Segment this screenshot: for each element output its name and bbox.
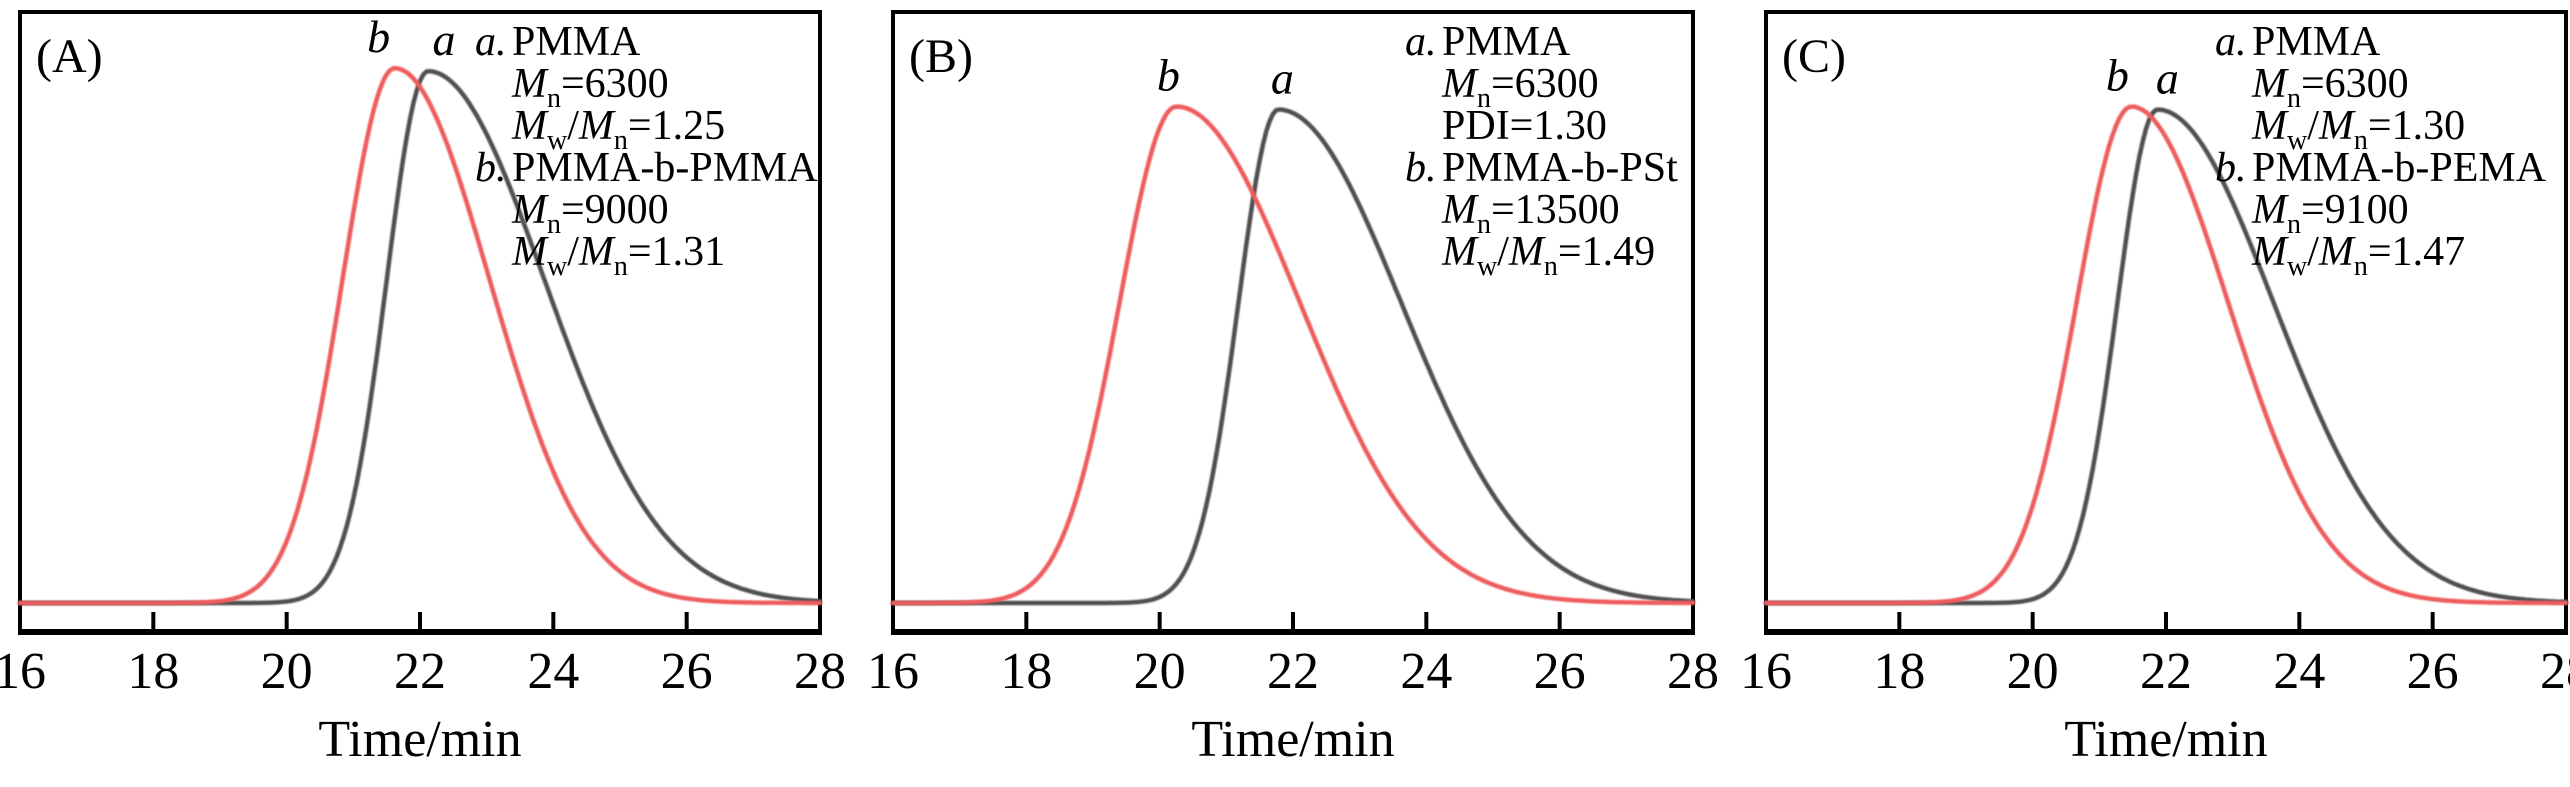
x-tick-label: 28 <box>794 643 846 700</box>
curve-a-pmma <box>890 107 1696 606</box>
x-axis-title: Time/min <box>2064 711 2267 768</box>
x-tick-label: 18 <box>1000 643 1052 700</box>
legend-marker-b: b. <box>475 145 507 191</box>
legend-marker-a: a. <box>2215 19 2247 65</box>
curve-b-pmma-b-pmma <box>17 66 823 606</box>
legend-marker-a: a. <box>475 19 507 65</box>
legend-name-0: PMMA <box>512 19 641 65</box>
peak-label-a: a <box>2156 53 2179 104</box>
legend-marker-b: b. <box>2215 145 2247 191</box>
legend-detail-0-1: Mw/Mn=1.30 <box>2251 103 2465 156</box>
legend-detail-0-1: PDI=1.30 <box>1442 103 1607 149</box>
panel-a: 16 18 20 22 24 26 28 Time/min (A) ab a. PMMAMn=6300… <box>0 10 846 768</box>
x-axis-title: Time/min <box>318 711 521 768</box>
peak-label-b: b <box>367 11 390 62</box>
x-axis-title: Time/min <box>1191 711 1394 768</box>
legend-marker-b: b. <box>1405 145 1437 191</box>
x-tick-label: 20 <box>1134 643 1186 700</box>
panel-c: 16 18 20 22 24 26 28 Time/min (C) ab a.PMMAMn=6300… <box>1740 10 2570 768</box>
legend-detail-0-1: Mw/Mn=1.25 <box>511 103 725 156</box>
legend-detail-1-1: Mw/Mn=1.49 <box>1441 229 1655 282</box>
legend-name-0: PMMA <box>1442 19 1571 65</box>
legend-detail-1-1: Mw/Mn=1.47 <box>2251 229 2465 282</box>
panel-letter: (A) <box>36 30 103 83</box>
legend-detail-1-0: Mn=13500 <box>1441 187 1620 240</box>
x-tick-label: 28 <box>2540 643 2570 700</box>
peak-label-b: b <box>2106 50 2129 101</box>
curve-b-pmma-b-pst <box>890 104 1696 606</box>
x-tick-label: 16 <box>0 643 46 700</box>
legend-detail-0-0: Mn=6300 <box>1441 61 1599 114</box>
x-tick-label: 24 <box>1400 643 1452 700</box>
x-tick-label: 22 <box>394 643 446 700</box>
x-tick-label: 28 <box>1667 643 1719 700</box>
x-tick-label: 26 <box>1534 643 1586 700</box>
x-tick-label: 18 <box>127 643 179 700</box>
x-tick-label: 24 <box>2273 643 2325 700</box>
legend-name-1: PMMA-b-PEMA <box>2252 145 2547 191</box>
legend-detail-1-1: Mw/Mn=1.31 <box>511 229 725 282</box>
x-tick-label: 20 <box>2007 643 2059 700</box>
legend-detail-0-0: Mn=6300 <box>2251 61 2409 114</box>
curve-b-pmma-b-pema <box>1763 104 2569 606</box>
x-tick-label: 22 <box>1267 643 1319 700</box>
peak-label-b: b <box>1157 50 1180 101</box>
legend-detail-0-0: Mn=6300 <box>511 61 669 114</box>
panel-letter: (C) <box>1782 30 1846 83</box>
panel-letter: (B) <box>909 30 973 83</box>
x-tick-label: 24 <box>527 643 579 700</box>
peak-label-a: a <box>433 14 456 65</box>
legend-detail-1-0: Mn=9000 <box>511 187 669 240</box>
legend-detail-1-0: Mn=9100 <box>2251 187 2409 240</box>
peak-label-a: a <box>1271 53 1294 104</box>
x-tick-label: 16 <box>1740 643 1792 700</box>
legend-marker-a: a. <box>1405 19 1437 65</box>
x-tick-label: 18 <box>1873 643 1925 700</box>
panel-b: 16 18 20 22 24 26 28 Time/min (B) a b a. PMMAMn=6300… <box>867 10 1719 768</box>
x-tick-label: 22 <box>2140 643 2192 700</box>
x-tick-label: 26 <box>661 643 713 700</box>
legend-name-1: PMMA-b-PSt <box>1442 145 1678 191</box>
legend-name-1: PMMA-b-PMMA <box>512 145 818 191</box>
x-tick-label: 26 <box>2407 643 2459 700</box>
legend-name-0: PMMA <box>2252 19 2381 65</box>
x-tick-label: 20 <box>261 643 313 700</box>
x-tick-label: 16 <box>867 643 919 700</box>
